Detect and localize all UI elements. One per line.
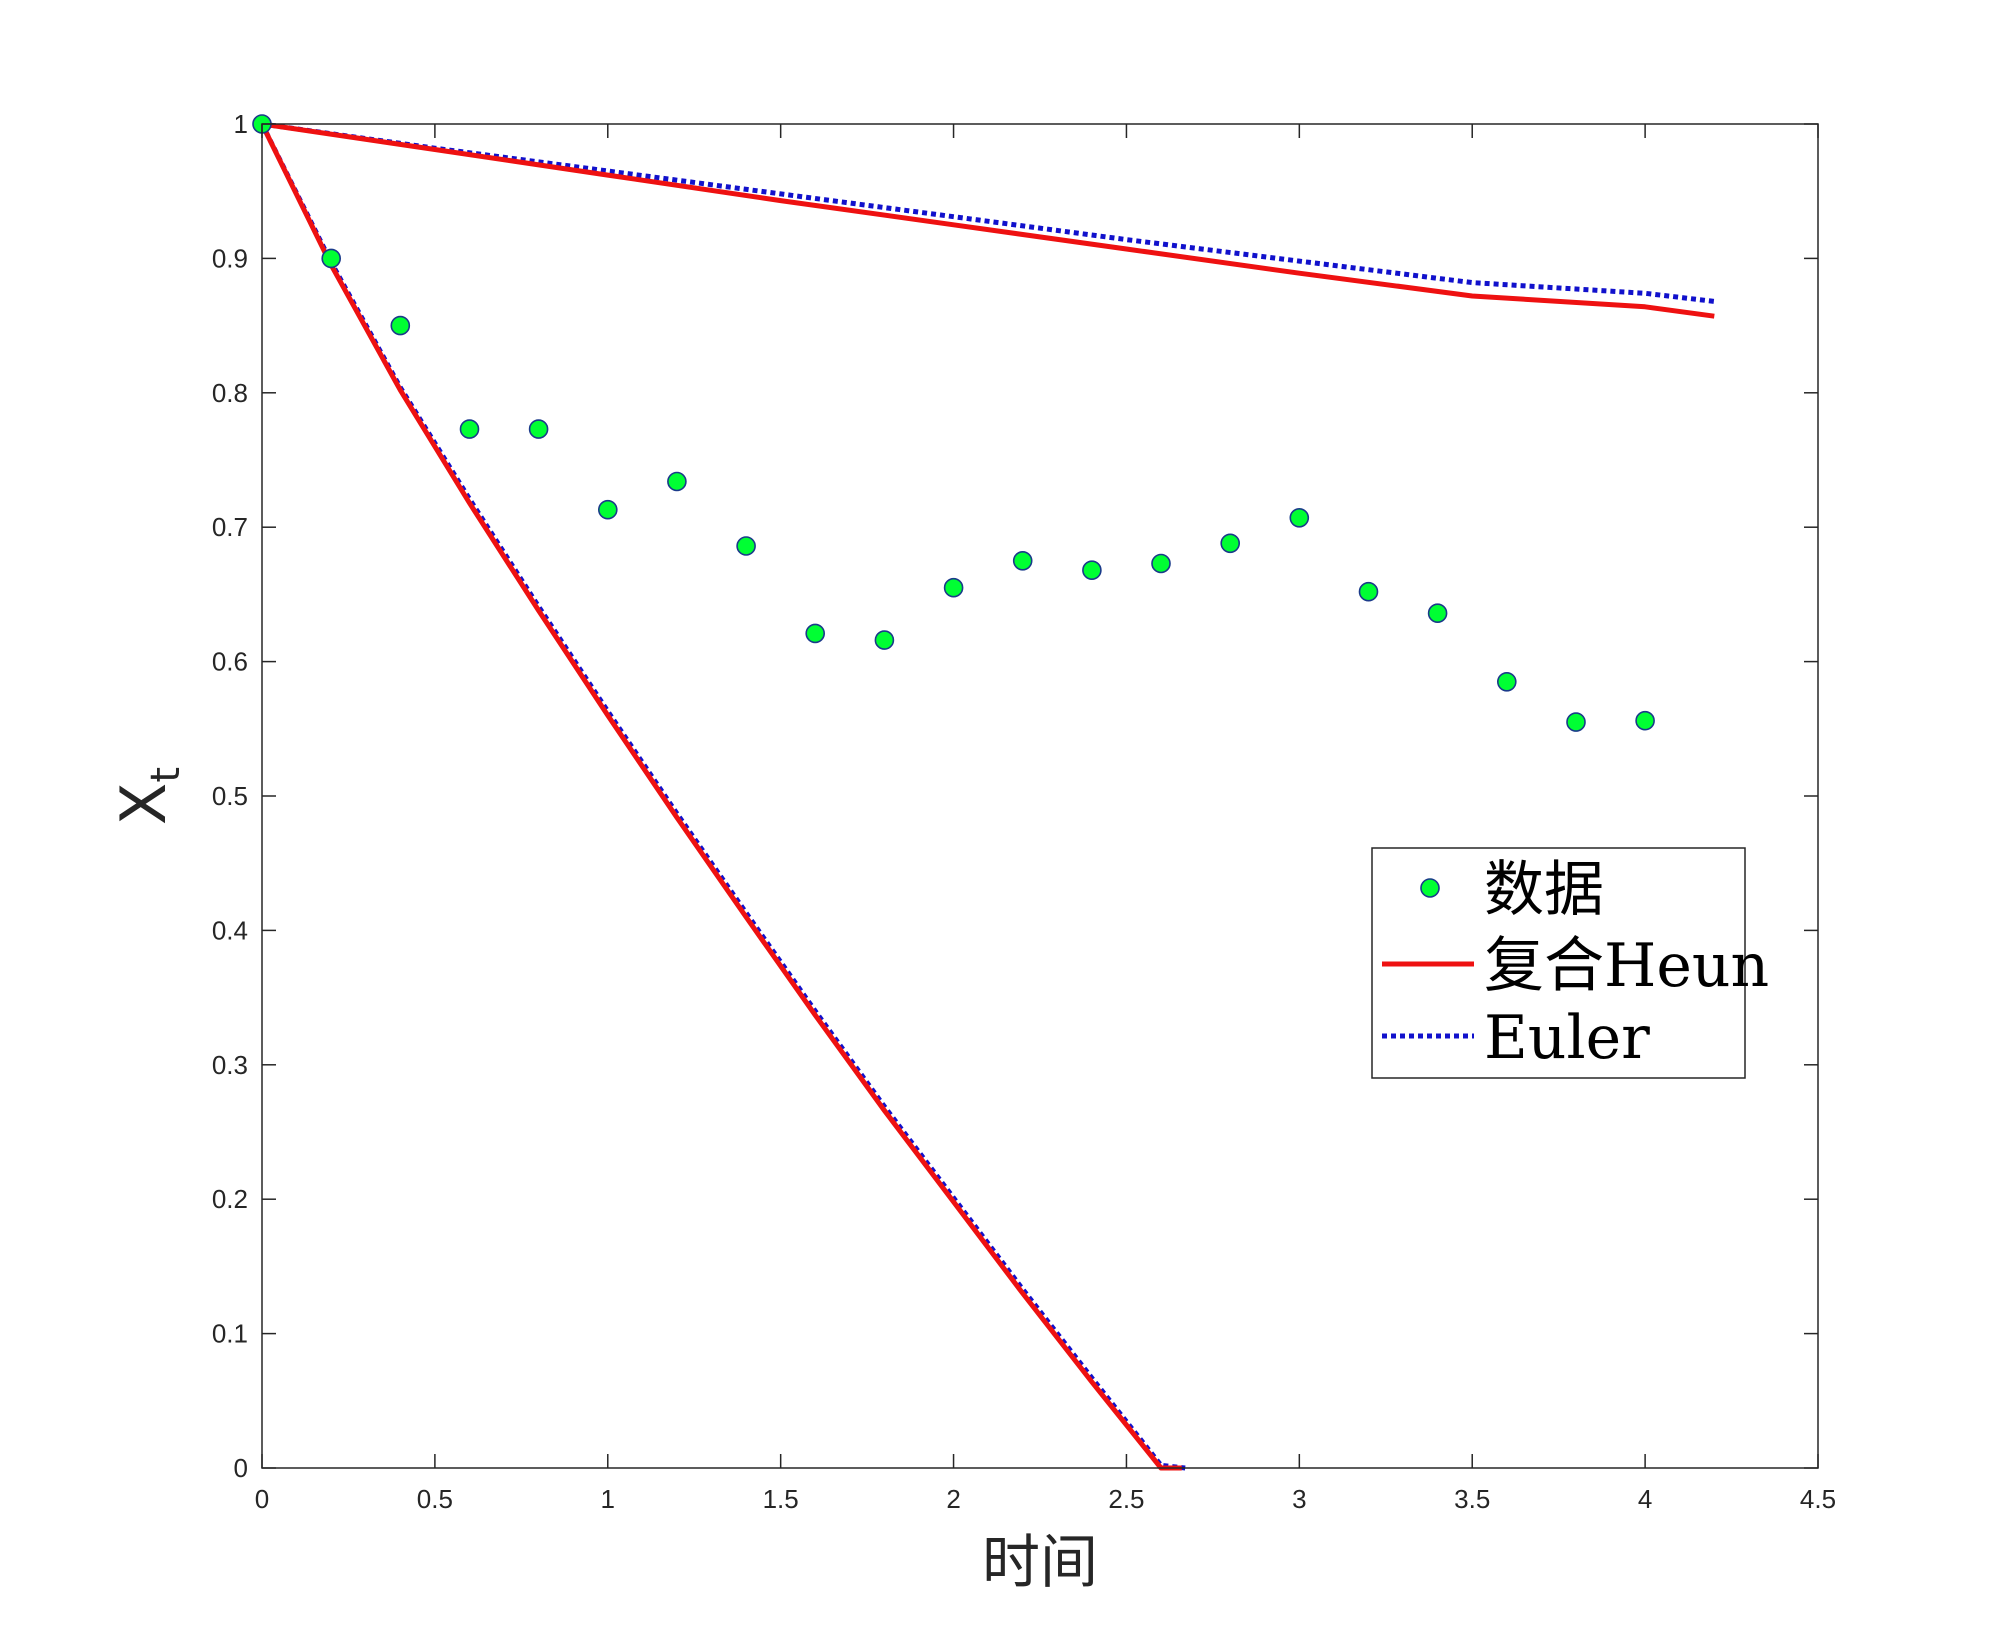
x-tick-label-1: 0.5 (417, 1484, 453, 1514)
x-tick-label-2: 1 (601, 1484, 615, 1514)
points-layer (252, 114, 1655, 732)
series-layer (259, 121, 1715, 1471)
y-tick-label-1: 0.1 (212, 1319, 248, 1349)
data-point-10 (943, 577, 964, 598)
svg-text:Xt: Xt (107, 767, 189, 825)
y-tick-label-7: 0.7 (212, 512, 248, 542)
y-tick-label-2: 0.2 (212, 1184, 248, 1214)
data-point-9 (874, 630, 895, 650)
y-axis-label: Xt (107, 767, 189, 825)
y-tick-label-5: 0.5 (212, 781, 248, 811)
data-point-2 (390, 315, 411, 336)
legend-label-euler: Euler (1484, 1003, 1650, 1073)
data-point-16 (1358, 581, 1379, 602)
x-tick-label-5: 2.5 (1108, 1484, 1144, 1514)
x-tick-label-3: 1.5 (763, 1484, 799, 1514)
data-point-11 (1012, 550, 1033, 571)
data-point-12 (1082, 560, 1102, 581)
y-tick-label-0: 0 (234, 1453, 248, 1483)
x-tick-label-0: 0 (255, 1484, 269, 1514)
y-tick-label-4: 0.4 (212, 915, 248, 945)
data-point-14 (1220, 533, 1240, 554)
y-tick-label-9: 0.9 (212, 243, 248, 273)
legend-marker-data (1420, 878, 1440, 898)
y-tick-labels: 0 0.1 0.2 0.3 0.4 0.5 0.6 0.7 0.8 0.9 1 (212, 109, 248, 1483)
legend: 数据 复合Heun Euler (1371, 847, 1769, 1079)
data-point-17 (1427, 603, 1448, 624)
x-tick-label-4: 2 (946, 1484, 960, 1514)
ticks-layer (261, 123, 1819, 1469)
heun-line-0 (261, 121, 1715, 319)
legend-label-data: 数据 (1484, 855, 1604, 925)
y-tick-label-8: 0.8 (212, 378, 248, 408)
y-tick-label-10: 1 (234, 109, 248, 139)
data-point-20 (1635, 710, 1655, 731)
data-point-13 (1151, 553, 1171, 574)
y-tick-label-6: 0.6 (212, 647, 248, 677)
data-point-6 (667, 471, 687, 492)
legend-label-heun: 复合Heun (1484, 931, 1769, 1001)
heun-line-1 (259, 122, 1182, 1471)
plot-area (262, 124, 1818, 1468)
x-tick-label-9: 4.5 (1800, 1484, 1836, 1514)
x-tick-label-8: 4 (1638, 1484, 1652, 1514)
data-point-3 (459, 419, 480, 439)
x-tick-label-7: 3.5 (1454, 1484, 1490, 1514)
x-tick-label-6: 3 (1292, 1484, 1306, 1514)
data-point-1 (321, 248, 342, 269)
data-point-15 (1289, 507, 1310, 528)
data-point-5 (597, 499, 618, 520)
y-axis-label-main: X (107, 783, 180, 825)
data-point-18 (1497, 671, 1517, 692)
data-point-19 (1566, 712, 1586, 732)
y-axis-label-subscript: t (143, 767, 189, 783)
data-point-7 (736, 536, 756, 556)
data-point-4 (528, 419, 549, 439)
data-point-8 (805, 623, 826, 644)
y-tick-label-3: 0.3 (212, 1050, 248, 1080)
x-tick-labels: 0 0.5 1 1.5 2 2.5 3 3.5 4 4.5 (255, 1484, 1836, 1514)
x-axis-label: 时间 (982, 1528, 1098, 1596)
euler-line-0 (261, 121, 1715, 304)
